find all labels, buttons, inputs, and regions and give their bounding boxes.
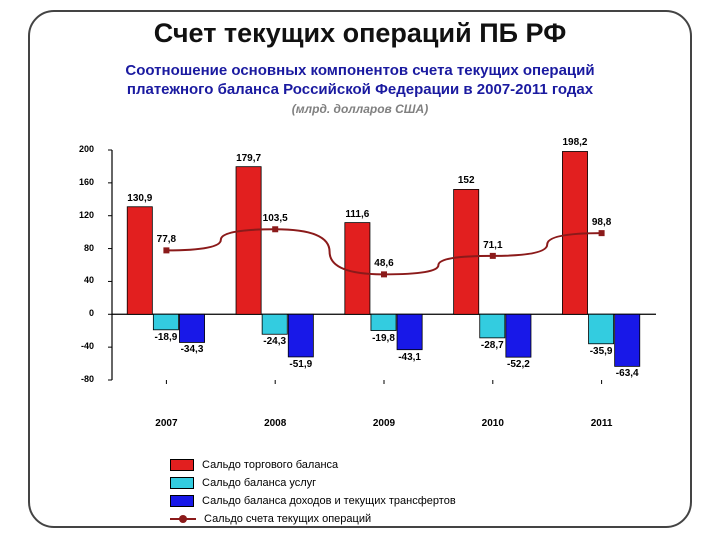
y-tick-label: 40 — [68, 275, 94, 285]
line-value-label: 77,8 — [144, 234, 188, 245]
line-value-label: 103,5 — [253, 213, 297, 224]
legend-item: Сальдо торгового баланса — [170, 456, 456, 474]
bar-value-label: 130,9 — [120, 193, 160, 204]
x-tick-label: 2009 — [354, 418, 414, 429]
bar-value-label: 111,6 — [337, 209, 377, 220]
legend: Сальдо торгового баланса Сальдо баланса … — [170, 456, 456, 528]
bar-value-label: -24,3 — [255, 336, 295, 347]
x-tick-label: 2008 — [245, 418, 305, 429]
y-tick-label: 200 — [68, 144, 94, 154]
x-tick-label: 2007 — [136, 418, 196, 429]
bar-value-label: -18,9 — [146, 332, 186, 343]
x-tick-label: 2010 — [463, 418, 523, 429]
legend-label: Сальдо счета текущих операций — [204, 513, 371, 525]
legend-label: Сальдо баланса услуг — [202, 477, 316, 489]
y-tick-label: 80 — [68, 243, 94, 253]
legend-swatch-icon — [170, 459, 194, 471]
bar-value-label: 179,7 — [229, 153, 269, 164]
legend-label: Сальдо торгового баланса — [202, 459, 338, 471]
chart-area: -80-4004080120160200130,9-18,9-34,320071… — [98, 140, 656, 392]
legend-item: Сальдо баланса услуг — [170, 474, 456, 492]
chart-title-line1: Соотношение основных компонентов счета т… — [125, 62, 594, 79]
line-value-label: 48,6 — [362, 258, 406, 269]
y-tick-label: -40 — [68, 341, 94, 351]
bar-value-label: -35,9 — [581, 346, 621, 357]
chart-title-line2: платежного баланса Российской Федерации … — [127, 81, 593, 98]
legend-swatch-icon — [170, 477, 194, 489]
bar-value-label: -28,7 — [472, 340, 512, 351]
bar-value-label: -34,3 — [172, 344, 212, 355]
line-value-label: 71,1 — [471, 240, 515, 251]
legend-label: Сальдо баланса доходов и текущих трансфе… — [202, 495, 456, 507]
legend-item: Сальдо баланса доходов и текущих трансфе… — [170, 492, 456, 510]
page-title: Счет текущих операций ПБ РФ — [0, 18, 720, 49]
y-tick-label: 160 — [68, 177, 94, 187]
legend-item: Сальдо счета текущих операций — [170, 510, 456, 528]
chart-subtitle: (млрд. долларов США) — [80, 102, 640, 116]
bar-value-label: -51,9 — [281, 359, 321, 370]
bar-value-label: -43,1 — [390, 352, 430, 363]
bar-value-label: -19,8 — [364, 333, 404, 344]
bar-value-label: 152 — [446, 175, 486, 186]
bar-value-label: -52,2 — [498, 359, 538, 370]
chart-title: Соотношение основных компонентов счета т… — [80, 62, 640, 100]
y-tick-label: 0 — [68, 308, 94, 318]
bar-value-label: -63,4 — [607, 368, 647, 379]
legend-swatch-icon — [170, 495, 194, 507]
y-tick-label: 120 — [68, 210, 94, 220]
bar-value-label: 198,2 — [555, 137, 595, 148]
x-tick-label: 2011 — [572, 418, 632, 429]
legend-line-icon — [170, 512, 196, 526]
line-value-label: 98,8 — [580, 217, 624, 228]
y-tick-label: -80 — [68, 374, 94, 384]
